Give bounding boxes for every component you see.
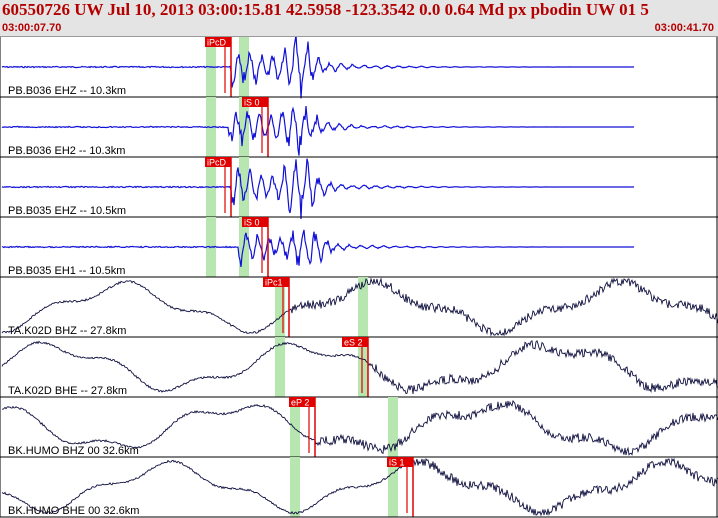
pick-label-box[interactable]: [387, 457, 413, 467]
channel-label: BK.HUMO BHE 00 32.6km: [8, 505, 139, 517]
pick-label-box[interactable]: [205, 157, 231, 167]
pick-label: iS 1: [389, 458, 405, 468]
channel-label: PB.B035 EH1 -- 10.5km: [8, 265, 125, 277]
channel-label: PB.B035 EHZ -- 10.5km: [8, 205, 126, 217]
trace-panel[interactable]: eS 2 TA.K02D BHE -- 27.8km: [0, 337, 718, 398]
pick-window: [388, 457, 398, 517]
pick-label-box[interactable]: [242, 217, 268, 227]
waveform-trace: [1, 106, 634, 156]
pick-window: [358, 277, 368, 337]
waveform-trace: [1, 457, 718, 517]
pick-label: iPcD: [207, 38, 227, 48]
waveform-trace: [1, 229, 634, 267]
channel-label: TA.K02D BHE -- 27.8km: [8, 385, 127, 397]
pick-window: [239, 37, 249, 97]
pick-label: iS 0: [244, 98, 260, 108]
pick-window: [239, 157, 249, 217]
channel-label: PB.B036 EH2 -- 10.3km: [8, 145, 125, 157]
start-time-label: 03:00:07.70: [2, 22, 62, 34]
pick-window: [275, 277, 285, 337]
pick-label-box[interactable]: [263, 277, 289, 287]
waveform-trace: [1, 400, 718, 456]
pick-label: eS 2: [344, 338, 363, 348]
pick-label-box[interactable]: [289, 397, 315, 407]
waveform-trace: [1, 339, 718, 395]
pick-window: [290, 397, 300, 457]
channel-label: PB.B036 EHZ -- 10.3km: [8, 85, 126, 97]
trace-panel[interactable]: iPcD PB.B036 EHZ -- 10.3km: [0, 37, 718, 99]
pick-window: [239, 97, 249, 157]
event-title: 60550726 UW Jul 10, 2013 03:00:15.81 42.…: [2, 0, 649, 19]
trace-panel[interactable]: iPcD PB.B035 EHZ -- 10.5km: [0, 157, 718, 220]
pick-label: iPcD: [207, 158, 227, 168]
end-time-label: 03:00:41.70: [654, 22, 714, 34]
seismogram-panel[interactable]: iPcD PB.B036 EHZ -- 10.3km iS 0 PB.B036 EH2…: [0, 37, 718, 518]
waveform-trace: [1, 158, 634, 220]
waveform-trace: [1, 277, 718, 337]
pick-label-box[interactable]: [242, 97, 268, 107]
pick-window: [290, 457, 300, 517]
pick-label-box[interactable]: [342, 337, 368, 347]
trace-panel[interactable]: iS 1 BK.HUMO BHE 00 32.6km: [0, 457, 718, 518]
trace-panel[interactable]: iS 0 PB.B035 EH1 -- 10.5km: [0, 217, 718, 278]
channel-label: BK.HUMO BHZ 00 32.6km: [8, 445, 139, 457]
pick-window: [275, 337, 285, 397]
trace-panel[interactable]: iPc1 TA.K02D BHZ -- 27.8km: [0, 277, 718, 338]
pick-label: eP 2: [291, 398, 309, 408]
channel-label: TA.K02D BHZ -- 27.8km: [8, 325, 126, 337]
pick-label-box[interactable]: [205, 37, 231, 47]
pick-window: [358, 337, 368, 397]
pick-window: [388, 397, 398, 457]
pick-label: iPc1: [265, 278, 283, 288]
trace-panel[interactable]: iS 0 PB.B036 EH2 -- 10.3km: [0, 97, 718, 158]
event-header: 60550726 UW Jul 10, 2013 03:00:15.81 42.…: [0, 0, 718, 37]
pick-label: iS 0: [244, 218, 260, 228]
waveform-trace: [1, 37, 634, 99]
trace-panel[interactable]: eP 2 BK.HUMO BHZ 00 32.6km: [0, 397, 718, 458]
